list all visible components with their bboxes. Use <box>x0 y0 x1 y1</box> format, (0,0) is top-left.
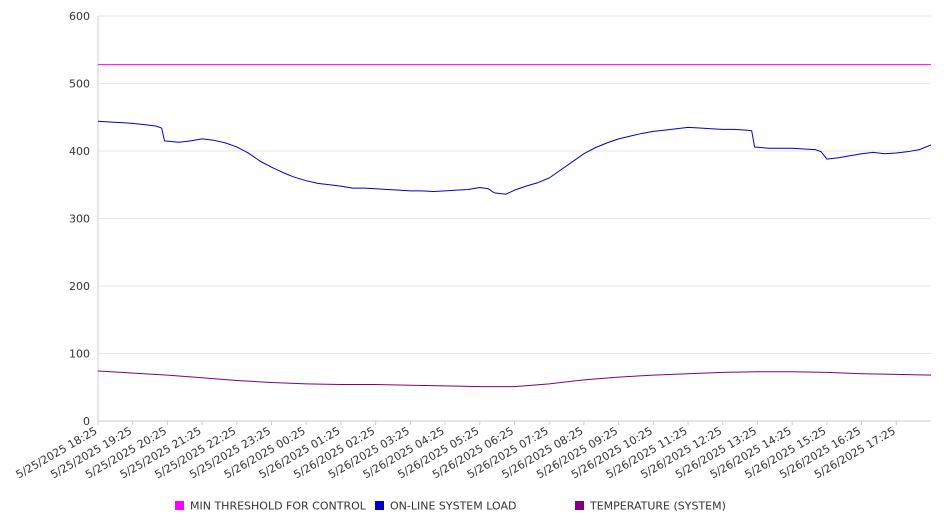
legend-swatch <box>175 501 184 510</box>
y-tick-label: 400 <box>69 145 90 158</box>
x-axis-ticks: 5/25/2025 18:255/25/2025 19:255/25/2025 … <box>14 421 898 481</box>
series-line-2 <box>97 370 932 388</box>
legend: MIN THRESHOLD FOR CONTROL ON-LINE SYSTEM … <box>175 500 726 513</box>
y-tick-label: 500 <box>69 78 90 91</box>
y-tick-label: 300 <box>69 213 90 226</box>
legend-label: MIN THRESHOLD FOR CONTROL <box>190 500 367 513</box>
y-tick-label: 100 <box>69 348 90 361</box>
legend-label: ON-LINE SYSTEM LOAD <box>390 500 516 513</box>
y-tick-label: 0 <box>83 415 90 428</box>
y-tick-label: 200 <box>69 280 90 293</box>
y-tick-label: 600 <box>69 10 90 23</box>
series-lines <box>97 64 932 388</box>
legend-swatch <box>575 501 584 510</box>
legend-swatch <box>375 501 384 510</box>
gridlines <box>98 15 931 354</box>
y-axis-ticks: 0 100 200 300 400 500 600 <box>69 10 90 428</box>
legend-label: TEMPERATURE (SYSTEM) <box>589 500 726 513</box>
series-line-1 <box>97 120 932 195</box>
